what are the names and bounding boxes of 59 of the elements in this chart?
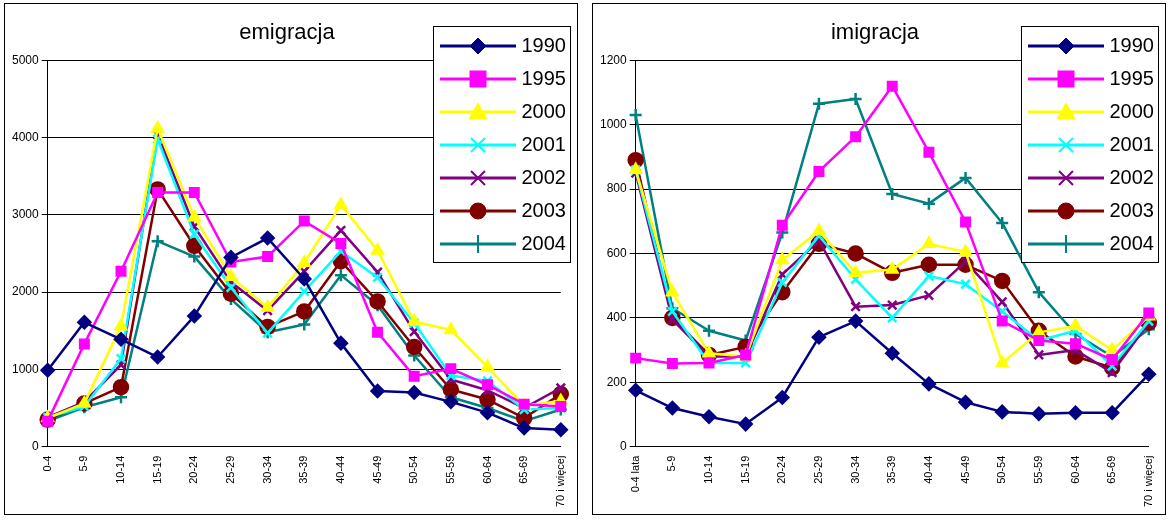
x-tick-label: 55-59 [1031, 455, 1044, 484]
x-tick-label: 70 i więcej [1141, 455, 1154, 507]
x-tick-label: 65-69 [1105, 455, 1118, 484]
legend-label: 2000 [521, 100, 566, 123]
x-tick-label: 25-29 [811, 455, 824, 484]
legend-label: 2000 [1109, 100, 1154, 123]
legend-label: 1990 [521, 34, 566, 57]
x-tick-label: 35-39 [885, 455, 898, 484]
y-tick-label: 5000 [11, 52, 40, 67]
x-tick-label: 5-9 [665, 455, 678, 472]
x-tick-label: 20-24 [775, 455, 788, 484]
x-tick-label: 0-4 lata [628, 454, 641, 493]
x-tick-label: 10-14 [114, 455, 127, 484]
x-tick-label: 40-44 [333, 455, 346, 484]
y-tick-label: 1200 [599, 52, 628, 67]
x-tick-label: 0-4 [40, 455, 53, 472]
chart-title: imigracja [830, 19, 920, 45]
y-tick-label: 3000 [11, 207, 40, 222]
x-tick-label: 35-39 [297, 455, 310, 484]
x-tick-label: 20-24 [187, 455, 200, 484]
legend-label: 2003 [521, 199, 566, 222]
legend-label: 2001 [521, 133, 566, 156]
legend-label: 2004 [1109, 232, 1154, 255]
y-tick-label: 800 [606, 181, 628, 196]
y-tick-label: 400 [606, 310, 628, 325]
legend-label: 2003 [1109, 199, 1154, 222]
chart-title: emigracja [239, 19, 336, 45]
y-tick-label: 1000 [599, 117, 628, 132]
x-tick-label: 25-29 [223, 455, 236, 484]
y-tick-label: 0 [32, 438, 40, 453]
x-tick-label: 30-34 [848, 455, 861, 484]
x-tick-label: 15-19 [150, 455, 163, 484]
legend-label: 1995 [1109, 67, 1154, 90]
x-tick-label: 50-54 [995, 455, 1008, 484]
legend-label: 2002 [521, 166, 566, 189]
x-tick-label: 10-14 [702, 455, 715, 484]
legend-label: 1990 [1109, 34, 1154, 57]
x-tick-label: 30-34 [260, 455, 273, 484]
legend-label: 2002 [1109, 166, 1154, 189]
y-tick-label: 1000 [11, 361, 40, 376]
y-tick-label: 600 [606, 245, 628, 260]
x-tick-label: 5-9 [77, 455, 90, 472]
x-tick-label: 70 i więcej [553, 455, 566, 507]
x-tick-label: 45-49 [958, 455, 971, 484]
y-tick-label: 0 [620, 438, 628, 453]
y-tick-label: 200 [606, 374, 628, 389]
y-tick-label: 4000 [11, 129, 40, 144]
x-tick-label: 60-64 [480, 455, 493, 484]
x-tick-label: 15-19 [738, 455, 751, 484]
x-tick-label: 65-69 [517, 455, 530, 484]
x-tick-label: 55-59 [443, 455, 456, 484]
legend-label: 2004 [521, 232, 566, 255]
legend-label: 2001 [1109, 133, 1154, 156]
x-tick-label: 60-64 [1068, 455, 1081, 484]
x-tick-label: 40-44 [921, 455, 934, 484]
x-tick-label: 45-49 [370, 455, 383, 484]
legend-label: 1995 [521, 67, 566, 90]
x-tick-label: 50-54 [407, 455, 420, 484]
y-tick-label: 2000 [11, 284, 40, 299]
